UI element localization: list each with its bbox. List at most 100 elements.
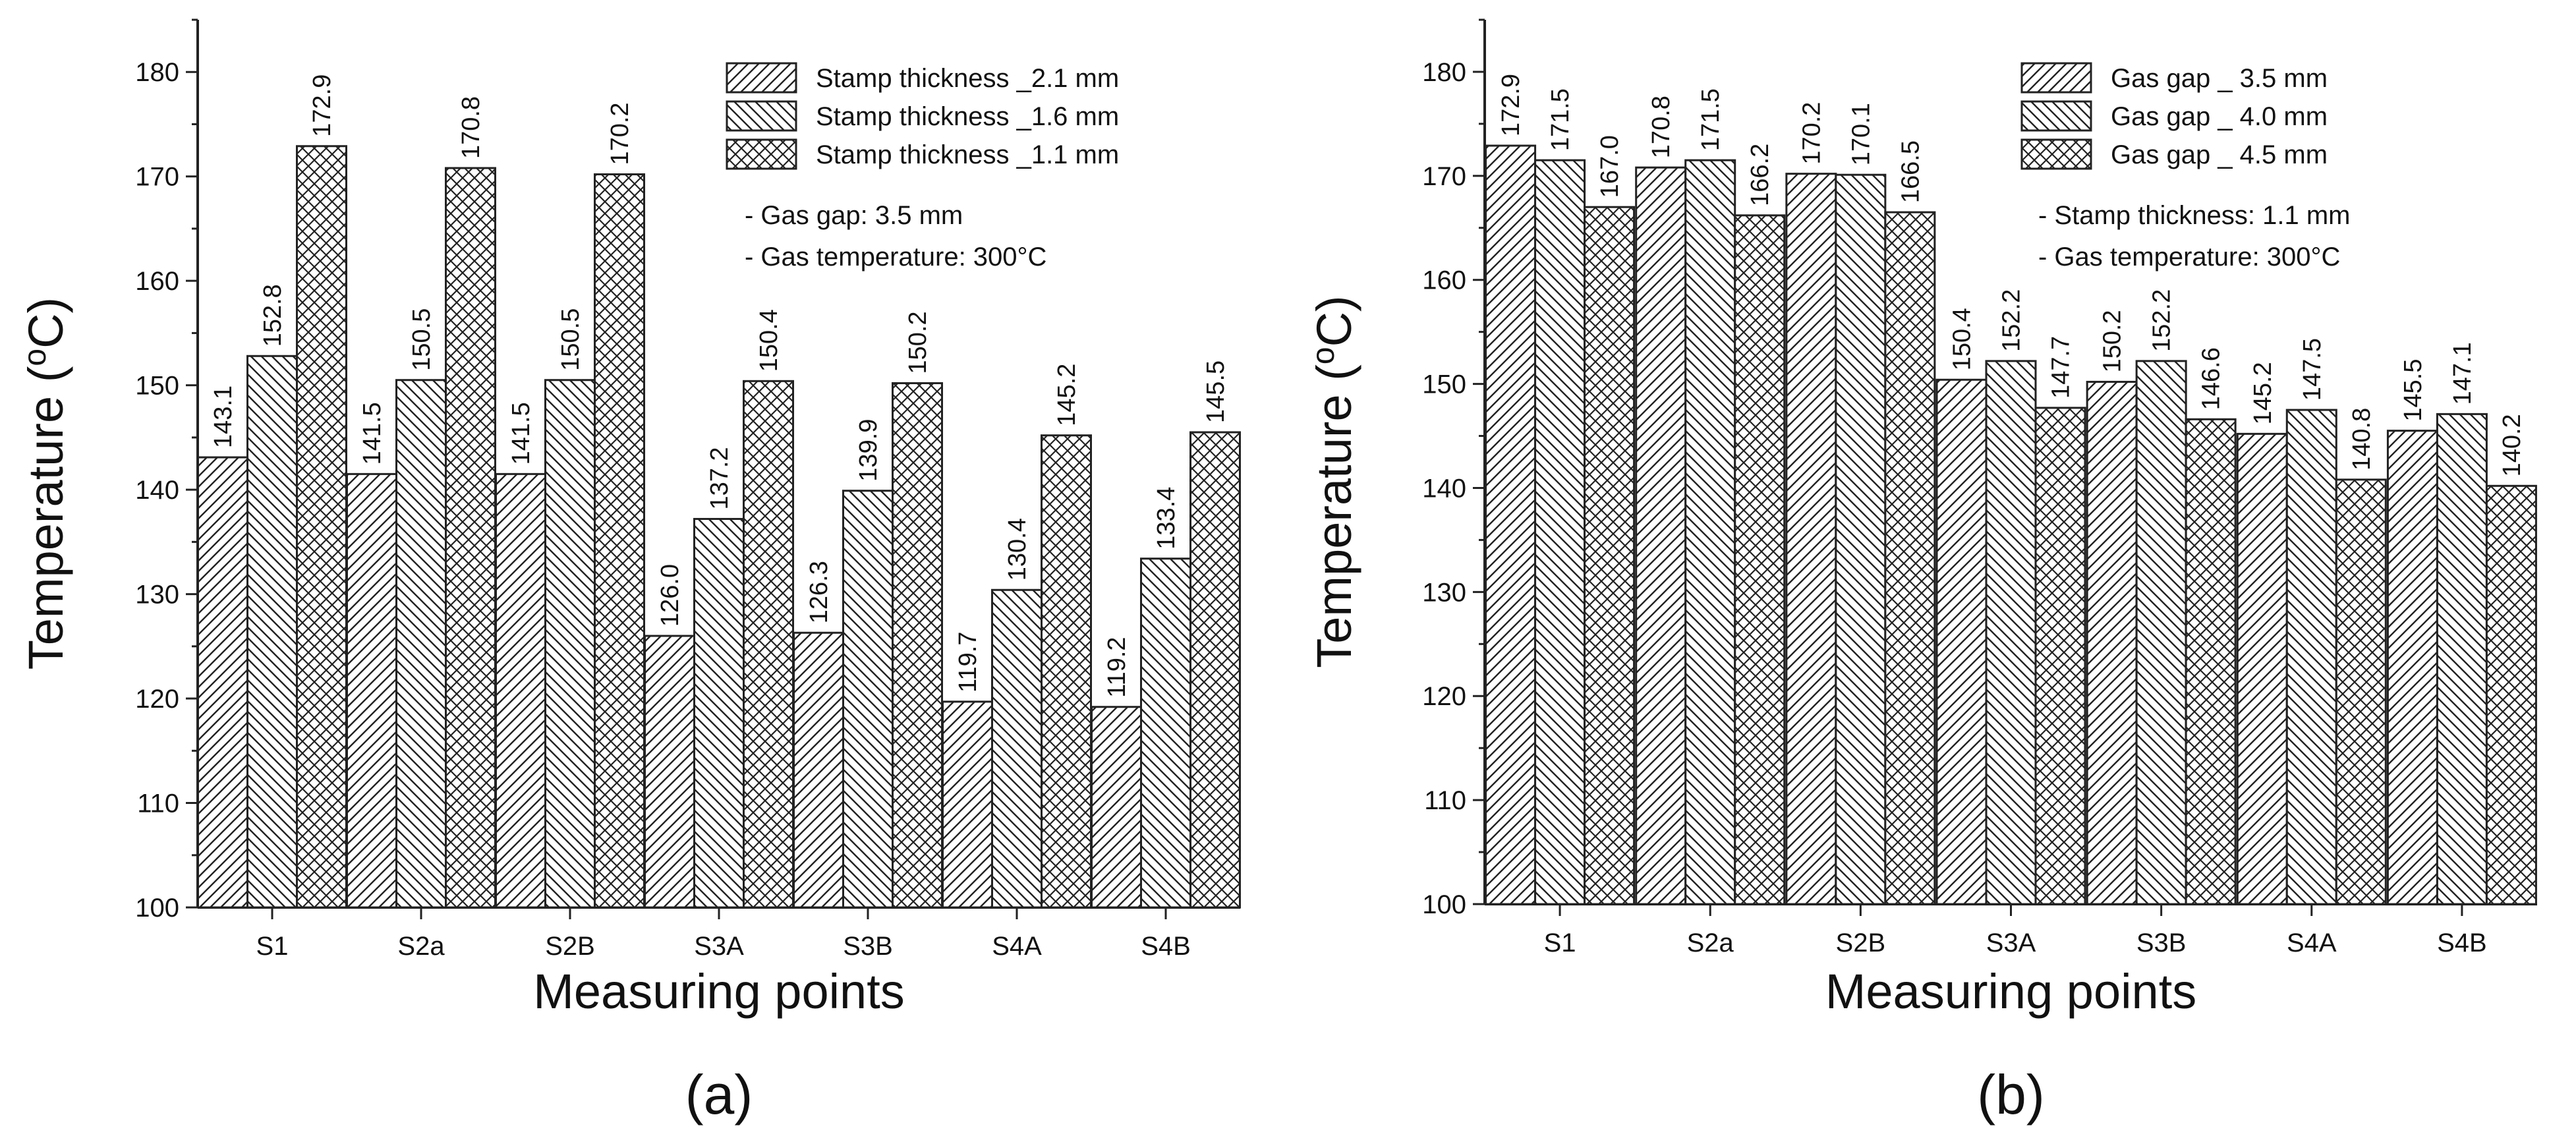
legend-swatch xyxy=(2020,138,2092,170)
legend-label: Gas gap _ 4.5 mm xyxy=(2111,140,2328,169)
x-tick-label: S1 xyxy=(1544,928,1576,957)
legend-label: Stamp thickness _1.1 mm xyxy=(816,140,1119,169)
data-label: 171.5 xyxy=(1697,88,1725,151)
data-label: 150.2 xyxy=(904,311,932,374)
legend: Stamp thickness _2.1 mm Stamp thickness _… xyxy=(726,62,1119,170)
annotation: - Stamp thickness: 1.1 mm xyxy=(2038,201,2350,230)
y-tick-label: 110 xyxy=(1424,786,1466,815)
x-tick-label: S4A xyxy=(992,932,1042,961)
y-tick-label: 160 xyxy=(1422,266,1466,295)
data-label: 141.5 xyxy=(358,402,386,465)
bar xyxy=(693,517,745,909)
data-label: 141.5 xyxy=(507,402,535,465)
y-tick-label: 170 xyxy=(135,163,179,192)
bar xyxy=(1935,378,1988,905)
panel-label: (b) xyxy=(1977,1064,2045,1126)
data-label: 150.5 xyxy=(557,308,585,371)
data-label: 139.9 xyxy=(855,419,882,482)
bar xyxy=(1985,360,2037,905)
data-label: 140.8 xyxy=(2348,408,2376,471)
data-label: 152.2 xyxy=(1998,289,2026,352)
bar xyxy=(445,167,496,909)
x-tick-label: S4B xyxy=(1141,932,1191,961)
chart-panel-b: 100 110 120 130 140 150 160 170 180 S1 172.9 171.5 1… xyxy=(1306,18,2537,1126)
data-label: 150.2 xyxy=(2099,310,2127,372)
data-label: 170.8 xyxy=(1647,96,1675,158)
data-label: 145.2 xyxy=(1053,364,1081,426)
bar xyxy=(2236,432,2288,905)
legend-label: Stamp thickness _2.1 mm xyxy=(816,64,1119,93)
legend-swatch xyxy=(2020,100,2092,132)
bar xyxy=(1485,144,1537,905)
bar xyxy=(1091,706,1142,909)
data-label: 140.2 xyxy=(2498,414,2526,476)
y-tick-label: 120 xyxy=(135,685,179,714)
y-tick-label: 180 xyxy=(135,58,179,87)
x-tick-label: S2a xyxy=(1687,928,1734,957)
x-tick-label: S4A xyxy=(2287,928,2337,957)
x-tick-label: S3B xyxy=(843,932,893,961)
bar xyxy=(743,380,794,909)
x-tick-label: S2B xyxy=(545,932,595,961)
legend-label: Gas gap _ 4.0 mm xyxy=(2111,102,2328,131)
bar xyxy=(246,355,298,909)
bar xyxy=(544,379,596,909)
bar xyxy=(2034,407,2086,905)
data-label: 147.5 xyxy=(2299,338,2326,401)
data-label: 126.0 xyxy=(656,564,684,627)
data-label: 119.7 xyxy=(954,632,982,693)
data-label: 145.5 xyxy=(1202,360,1230,423)
y-tick-label: 180 xyxy=(1422,58,1466,87)
x-tick-label: S4B xyxy=(2437,928,2487,957)
data-label: 172.9 xyxy=(308,74,336,137)
bar xyxy=(2386,430,2438,905)
bar xyxy=(1684,159,1736,905)
annotation: - Gas temperature: 300°C xyxy=(745,243,1046,271)
bar xyxy=(842,490,894,909)
bar xyxy=(495,472,546,909)
data-label: 166.5 xyxy=(1897,140,1924,203)
panel-label: (a) xyxy=(685,1064,753,1126)
bar xyxy=(991,588,1043,909)
y-tick-label: 160 xyxy=(135,267,179,296)
y-tick-label: 150 xyxy=(1422,370,1466,399)
data-label: 152.2 xyxy=(2148,289,2176,352)
data-label: 170.2 xyxy=(1798,102,1825,165)
annotation: - Gas gap: 3.5 mm xyxy=(745,201,963,230)
data-label: 147.7 xyxy=(2047,336,2075,399)
y-tick-label: 130 xyxy=(135,581,179,610)
bar xyxy=(2485,484,2537,905)
bar xyxy=(1884,211,1936,905)
bar xyxy=(1534,159,1586,905)
data-label: 119.2 xyxy=(1103,637,1131,697)
x-axis-title: Measuring points xyxy=(533,964,905,1019)
bar xyxy=(2436,413,2488,905)
y-tick-label: 150 xyxy=(135,372,179,401)
chart-panel-a: 100 110 120 130 140 150 160 170 180 S1 143.1 152.8 1… xyxy=(18,18,1241,1126)
x-tick-label: S2a xyxy=(397,932,445,961)
data-label: 150.4 xyxy=(755,309,783,372)
bar xyxy=(2335,478,2387,905)
data-label: 137.2 xyxy=(706,447,733,509)
bar xyxy=(2086,380,2138,905)
y-tick-label: 130 xyxy=(1422,578,1466,607)
annotation: - Gas temperature: 300°C xyxy=(2038,243,2340,271)
legend-label: Gas gap _ 3.5 mm xyxy=(2111,64,2328,93)
data-label: 170.2 xyxy=(606,102,634,165)
legend-swatch xyxy=(726,138,797,170)
bar xyxy=(1584,206,1636,905)
y-tick-label: 140 xyxy=(1422,474,1466,503)
bar xyxy=(1041,434,1092,909)
legend-swatch xyxy=(2020,62,2092,94)
data-label: 172.9 xyxy=(1497,74,1525,136)
x-tick-label: S2B xyxy=(1836,928,1886,957)
data-label: 166.2 xyxy=(1746,144,1774,206)
bar xyxy=(2285,409,2337,905)
data-label: 150.5 xyxy=(408,308,436,371)
bar xyxy=(793,631,844,909)
bar xyxy=(1140,557,1191,909)
data-label: 143.1 xyxy=(210,385,237,448)
bar xyxy=(395,379,447,909)
x-tick-label: S1 xyxy=(256,932,289,961)
